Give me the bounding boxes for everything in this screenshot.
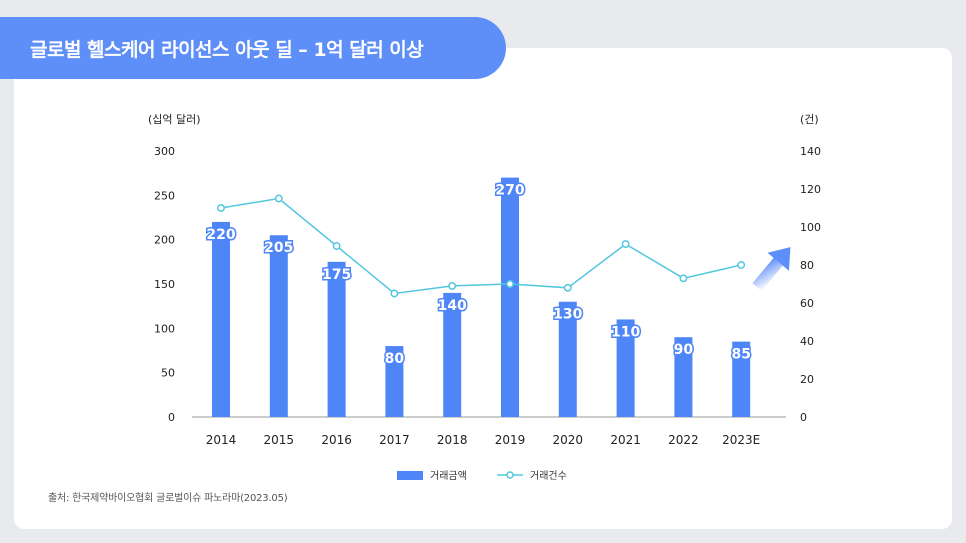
y-left-axis-label: (십억 달러) xyxy=(148,113,201,126)
y-left-tick-label: 0 xyxy=(168,411,175,424)
legend: 거래금액 거래건수 xyxy=(397,470,567,482)
y-left-tick-label: 300 xyxy=(154,145,175,158)
line-point-2020 xyxy=(563,283,572,292)
bar-value-label: 90 xyxy=(674,342,694,358)
y-right-tick-label: 80 xyxy=(800,259,814,272)
x-tick-label: 2016 xyxy=(321,433,352,447)
line-point-2021 xyxy=(621,240,630,249)
bar-2016 xyxy=(327,261,346,417)
bar-value-label: 270 xyxy=(495,183,524,199)
y-left-tick-label: 50 xyxy=(161,367,175,380)
x-tick-label: 2015 xyxy=(264,433,295,447)
legend-label-count: 거래건수 xyxy=(530,470,567,482)
source-note: 출처: 한국제약바이오협회 글로벌이슈 파노라마(2023.05) xyxy=(48,493,288,504)
bar-value-label: 130 xyxy=(553,307,582,323)
line-point-2017 xyxy=(390,289,399,298)
y-right-tick-label: 100 xyxy=(800,221,821,234)
bar-2018 xyxy=(443,292,462,417)
line-point-2023E xyxy=(737,261,746,269)
line-point-2022 xyxy=(679,274,688,283)
y-right-tick-label: 120 xyxy=(800,183,821,196)
bar-2022 xyxy=(674,337,693,417)
line-point-2019 xyxy=(506,280,514,288)
bar-2015 xyxy=(269,235,288,417)
legend-marker-count xyxy=(506,471,514,479)
line-point-2015 xyxy=(274,194,283,203)
y-left-tick-label: 100 xyxy=(154,322,175,335)
y-right-tick-label: 0 xyxy=(800,411,807,424)
x-tick-label: 2020 xyxy=(553,433,584,447)
y-left-tick-label: 200 xyxy=(154,234,175,247)
bar-2023E xyxy=(732,341,751,417)
series-line-count xyxy=(220,197,742,295)
y-right-tick-label: 60 xyxy=(800,297,814,310)
title-banner: 글로벌 헬스케어 라이선스 아웃 딜 – 1억 달러 이상 xyxy=(0,17,506,79)
legend-label-amount: 거래금액 xyxy=(430,470,467,482)
line-point-2016 xyxy=(332,242,341,250)
bar-value-label: 85 xyxy=(731,347,750,363)
trend-arrow xyxy=(752,247,791,291)
y-right-tick-label: 40 xyxy=(800,335,814,348)
y-right-tick-label: 20 xyxy=(800,373,814,386)
bar-value-label: 80 xyxy=(385,351,405,367)
bar-value-label: 175 xyxy=(322,267,351,283)
bar-2014 xyxy=(212,221,230,417)
bar-2021 xyxy=(616,319,635,417)
bar-2019 xyxy=(501,177,519,417)
bar-value-label: 220 xyxy=(206,227,235,243)
legend-swatch-amount xyxy=(397,471,423,480)
y-left-tick-label: 250 xyxy=(154,189,175,202)
y-right-tick-label: 140 xyxy=(800,145,821,158)
chart-card xyxy=(14,48,952,529)
x-tick-label: 2023E xyxy=(722,433,760,447)
x-tick-label: 2021 xyxy=(610,433,641,447)
x-tick-label: 2022 xyxy=(668,433,699,447)
x-tick-label: 2018 xyxy=(437,433,468,447)
x-tick-label: 2014 xyxy=(206,433,237,447)
bar-value-label: 110 xyxy=(611,324,640,340)
x-tick-label: 2017 xyxy=(379,433,410,447)
y-right-axis-label: (건) xyxy=(800,113,819,126)
line-point-2014 xyxy=(217,204,225,212)
line-point-2018 xyxy=(448,281,457,290)
page-title: 글로벌 헬스케어 라이선스 아웃 딜 – 1억 달러 이상 xyxy=(30,38,424,61)
bar-2020 xyxy=(558,301,577,417)
bar-value-label: 140 xyxy=(438,298,467,314)
y-left-tick-label: 150 xyxy=(154,278,175,291)
bar-2017 xyxy=(385,346,404,417)
x-tick-label: 2019 xyxy=(495,433,526,447)
bar-value-label: 205 xyxy=(264,240,293,256)
